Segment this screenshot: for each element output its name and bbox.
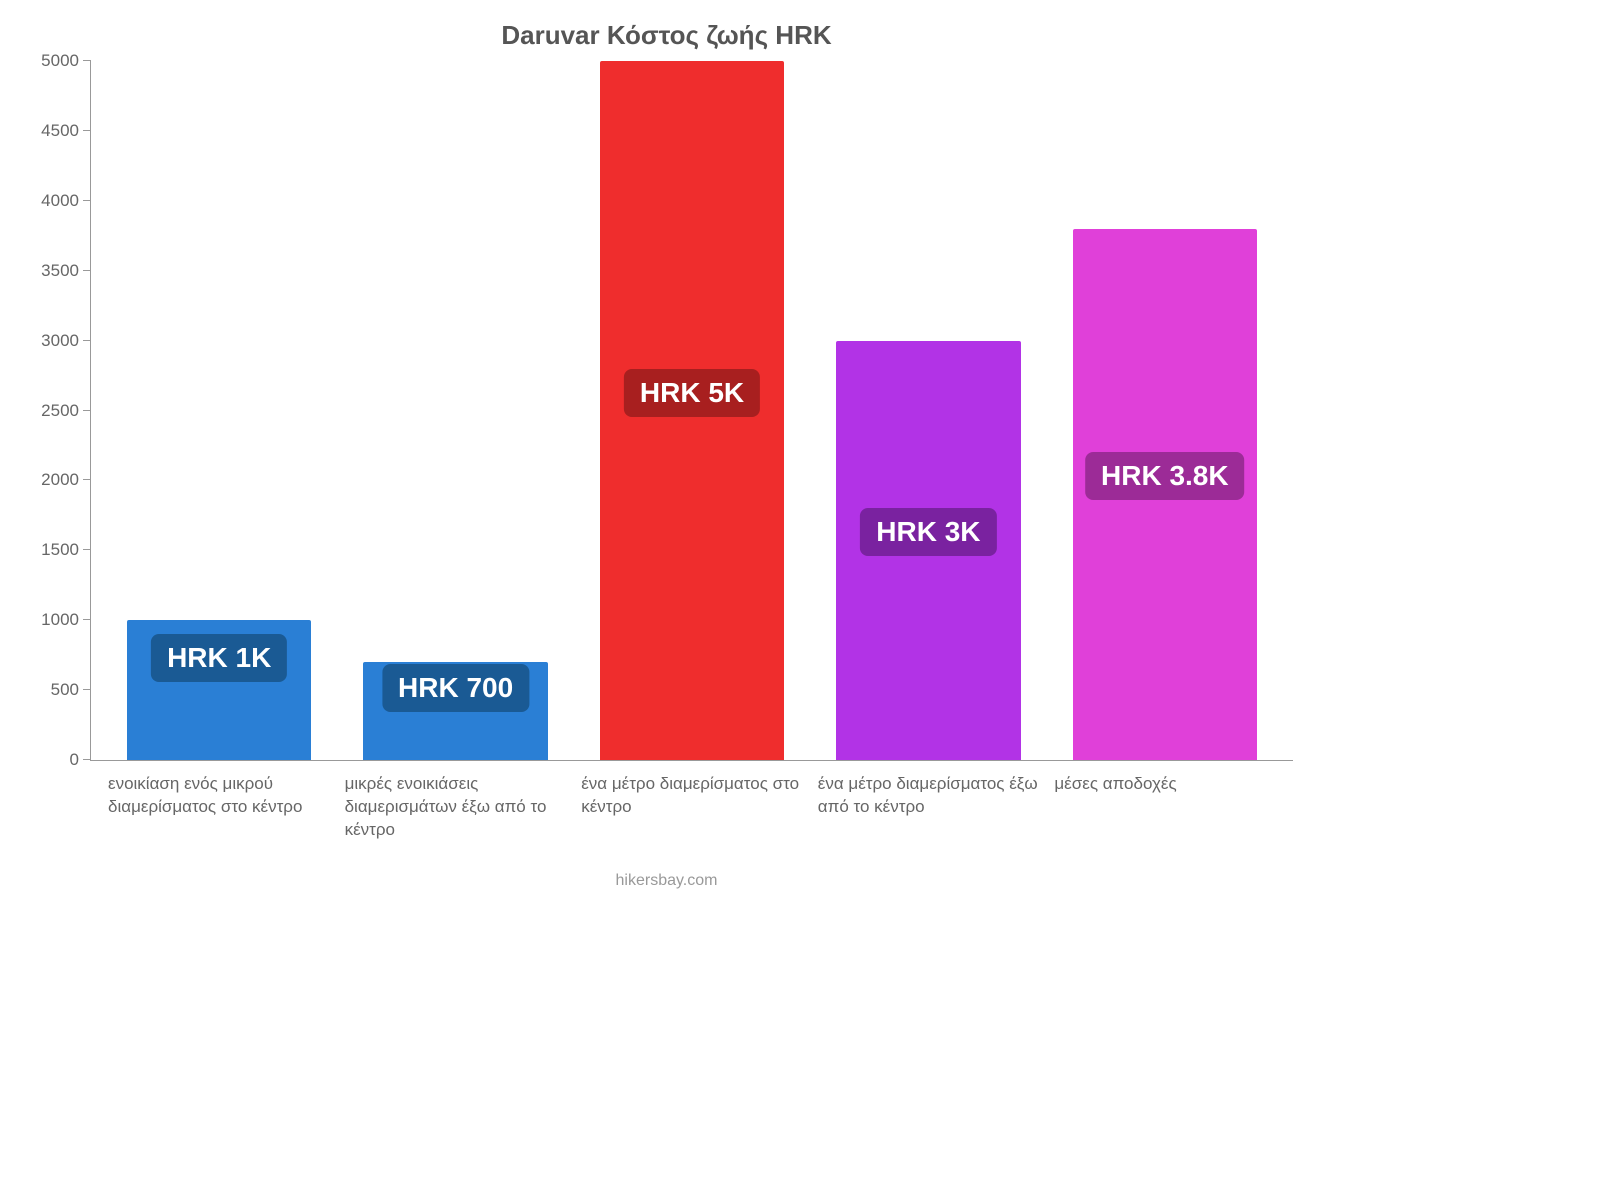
- bar-slot: HRK 700: [337, 61, 573, 760]
- x-axis-label: μικρές ενοικιάσεις διαμερισμάτων έξω από…: [337, 773, 574, 842]
- cost-of-living-chart: Daruvar Κόστος ζωής HRK HRK 1KHRK 700HRK…: [0, 0, 1333, 1000]
- bar: HRK 3.8K: [1073, 229, 1257, 760]
- x-axis-labels: ενοικίαση ενός μικρού διαμερίσματος στο …: [90, 761, 1293, 842]
- bar-value-badge: HRK 3K: [860, 508, 996, 556]
- bar-value-badge: HRK 5K: [624, 369, 760, 417]
- bar: HRK 5K: [600, 61, 784, 760]
- y-tick-label: 1500: [41, 540, 91, 560]
- bar-slot: HRK 3K: [810, 61, 1046, 760]
- x-axis-label: ένα μέτρο διαμερίσματος έξω από το κέντρ…: [810, 773, 1047, 842]
- y-tick-label: 2000: [41, 470, 91, 490]
- bar-slot: HRK 3.8K: [1047, 61, 1283, 760]
- bars-container: HRK 1K HRK 700 HRK 5K HRK 3K HRK 3.8K: [91, 61, 1293, 760]
- bar-value-badge: HRK 1K: [151, 634, 287, 682]
- plot-area: HRK 1KHRK 700HRK 5KHRK 3KHRK 3.8K 050010…: [90, 61, 1293, 761]
- x-axis-label: ενοικίαση ενός μικρού διαμερίσματος στο …: [100, 773, 337, 842]
- bar: HRK 3K: [836, 341, 1020, 760]
- chart-footer: hikersbay.com: [20, 872, 1313, 890]
- bar-slot: HRK 5K: [574, 61, 810, 760]
- y-tick-label: 500: [51, 680, 91, 700]
- chart-title: Daruvar Κόστος ζωής HRK: [20, 20, 1313, 51]
- x-axis-label: ένα μέτρο διαμερίσματος στο κέντρο: [573, 773, 810, 842]
- y-tick-label: 5000: [41, 51, 91, 71]
- bar: HRK 1K: [127, 620, 311, 760]
- bar-slot: HRK 1K: [101, 61, 337, 760]
- y-tick-label: 4000: [41, 191, 91, 211]
- y-tick-label: 2500: [41, 401, 91, 421]
- y-tick-label: 3500: [41, 261, 91, 281]
- x-axis-label: μέσες αποδοχές: [1046, 773, 1283, 842]
- bar-value-badge: HRK 3.8K: [1085, 452, 1245, 500]
- bar-value-badge: HRK 700: [382, 664, 529, 712]
- y-tick-label: 1000: [41, 610, 91, 630]
- bar: HRK 700: [363, 662, 547, 760]
- y-tick-label: 4500: [41, 121, 91, 141]
- y-tick-label: 3000: [41, 331, 91, 351]
- y-tick-label: 0: [70, 750, 91, 770]
